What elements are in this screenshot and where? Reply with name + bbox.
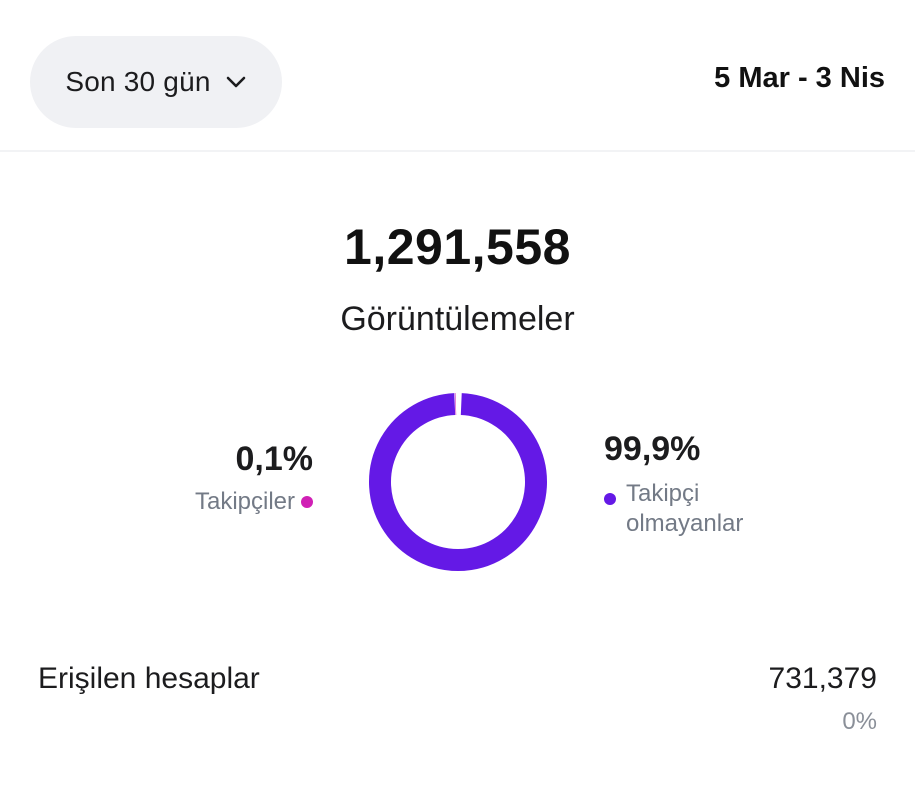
- non-followers-legend-label: Takipçi olmayanlar: [626, 480, 744, 537]
- non-followers-stat: 99,9% Takipçi olmayanlar: [604, 430, 786, 539]
- accounts-reached-change: 0%: [842, 708, 877, 735]
- followers-legend-dot: [301, 496, 313, 508]
- accounts-reached-label: Erişilen hesaplar: [38, 662, 260, 695]
- date-range-text: 5 Mar - 3 Nis: [714, 62, 885, 94]
- time-range-label: Son 30 gün: [65, 66, 211, 97]
- chevron-down-icon: [225, 71, 247, 93]
- total-views-value: 1,291,558: [344, 219, 571, 275]
- views-donut-chart: [369, 393, 547, 571]
- non-followers-legend-dot: [604, 493, 616, 505]
- non-followers-arc: [369, 393, 547, 571]
- non-followers-legend: Takipçi olmayanlar: [604, 479, 786, 539]
- followers-legend: Takipçiler: [195, 487, 313, 517]
- header: Son 30 gün 5 Mar - 3 Nis: [0, 0, 915, 152]
- accounts-reached-value: 731,379: [768, 662, 877, 695]
- non-followers-percent: 99,9%: [604, 430, 701, 468]
- total-views-label: Görüntülemeler: [340, 300, 575, 338]
- followers-stat: 0,1% Takipçiler: [195, 440, 313, 517]
- time-range-dropdown[interactable]: Son 30 gün: [30, 36, 282, 128]
- followers-percent: 0,1%: [235, 440, 314, 478]
- followers-legend-label: Takipçiler: [194, 488, 295, 515]
